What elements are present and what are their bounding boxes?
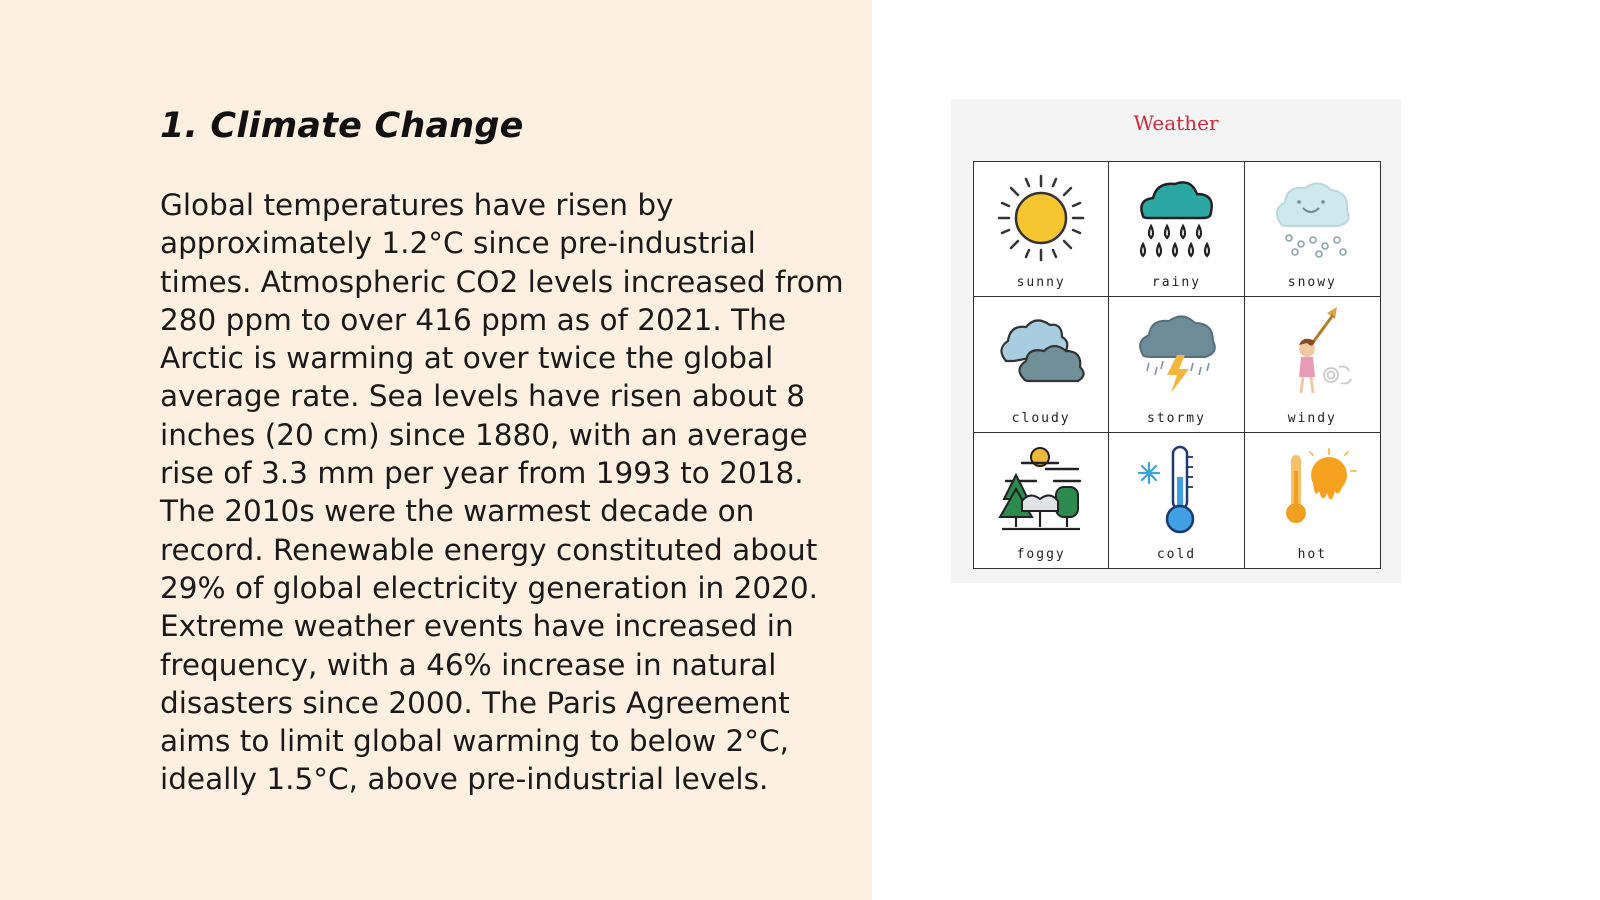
weather-label: stormy [1147, 410, 1206, 426]
thermometer-icon [1138, 445, 1195, 533]
weather-label: windy [1287, 410, 1337, 426]
sun-icon [997, 174, 1085, 262]
rain-cloud-icon [1140, 181, 1214, 258]
cloud-icon [1000, 319, 1085, 383]
weather-chart-image: Weather sunny [951, 99, 1401, 583]
weather-cell-stormy: stormy [1109, 297, 1245, 433]
weather-cell-cold: cold [1109, 432, 1245, 568]
weather-cell-snowy: snowy [1244, 162, 1380, 298]
weather-chart-title: Weather [1133, 111, 1219, 135]
windy-girl-icon [1298, 307, 1352, 394]
weather-label: foggy [1016, 546, 1066, 562]
weather-label: hot [1297, 546, 1328, 562]
slide-body-text: Global temperatures have risen by approx… [160, 188, 844, 797]
text-panel: 1. Climate Change Global temperatures ha… [0, 0, 872, 900]
weather-label: cold [1156, 546, 1197, 562]
weather-cell-hot: hot [1244, 432, 1380, 568]
storm-cloud-icon [1139, 315, 1217, 394]
foggy-trees-icon [998, 446, 1082, 530]
weather-label: rainy [1151, 275, 1202, 291]
weather-label: sunny [1016, 275, 1066, 291]
weather-cell-rainy: rainy [1109, 162, 1245, 298]
slide-title: 1. Climate Change [160, 106, 524, 146]
weather-cell-foggy: foggy [974, 432, 1110, 568]
snow-cloud-icon [1275, 182, 1350, 258]
weather-label: snowy [1287, 275, 1337, 291]
hot-sun-icon [1285, 447, 1357, 523]
weather-cell-sunny: sunny [974, 162, 1110, 298]
weather-label: cloudy [1011, 410, 1071, 426]
weather-cell-cloudy: cloudy [974, 297, 1110, 433]
weather-grid: sunny rainy [973, 161, 1381, 569]
weather-cell-windy: windy [1244, 297, 1380, 433]
